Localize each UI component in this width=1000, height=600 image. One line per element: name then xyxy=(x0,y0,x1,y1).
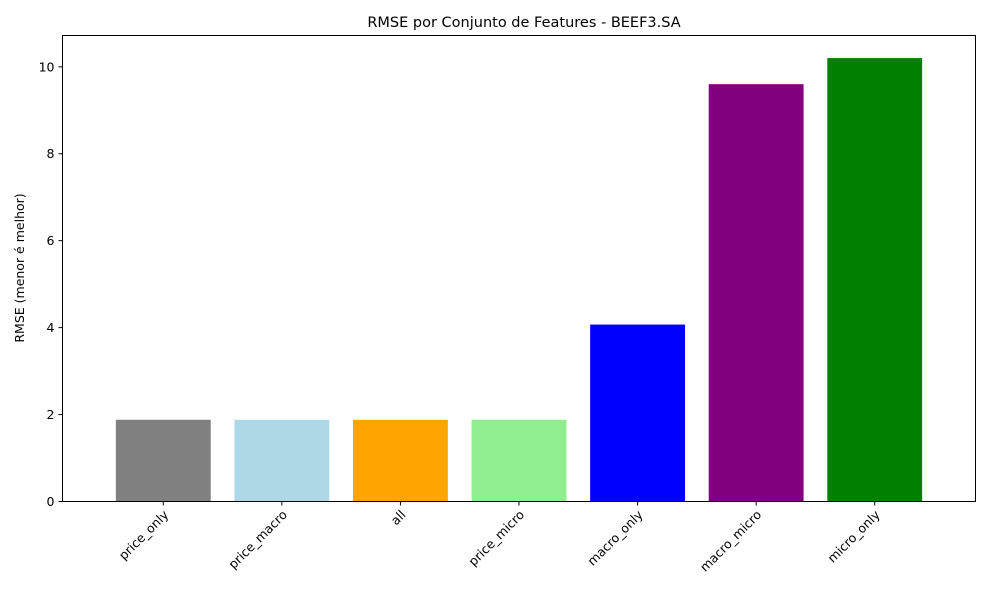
bar-all xyxy=(353,419,448,502)
x-tick-label: macro_micro xyxy=(697,507,765,575)
y-axis-label: RMSE (menor é melhor) xyxy=(12,193,27,342)
y-tick-label: 8 xyxy=(47,146,55,161)
x-tick-label: micro_only xyxy=(824,507,883,566)
y-tick-label: 2 xyxy=(47,407,55,422)
x-tick-label: all xyxy=(388,507,409,528)
y-tick-label: 4 xyxy=(47,320,55,335)
y-axis: 0 2 4 6 8 10 xyxy=(39,59,63,509)
bar-price-micro xyxy=(471,419,567,502)
y-tick-label: 6 xyxy=(47,233,55,248)
x-axis: price_only price_macro all price_micro macro… xyxy=(116,501,883,575)
bars-group xyxy=(115,58,923,502)
bar-micro-only xyxy=(827,58,923,502)
bar-macro-micro xyxy=(708,84,804,502)
bar-price-only xyxy=(115,419,211,502)
y-tick-label: 0 xyxy=(47,494,55,509)
x-tick-label: price_macro xyxy=(225,507,290,572)
plot-frame xyxy=(62,35,976,502)
x-tick-label: price_only xyxy=(116,507,172,563)
bar-macro-only xyxy=(590,324,685,502)
chart-title: RMSE por Conjunto de Features - BEEF3.SA xyxy=(367,15,680,31)
y-tick-label: 10 xyxy=(39,59,55,74)
bar-price-macro xyxy=(234,419,330,502)
x-tick-label: macro_only xyxy=(584,507,646,569)
x-tick-label: price_micro xyxy=(465,507,527,569)
